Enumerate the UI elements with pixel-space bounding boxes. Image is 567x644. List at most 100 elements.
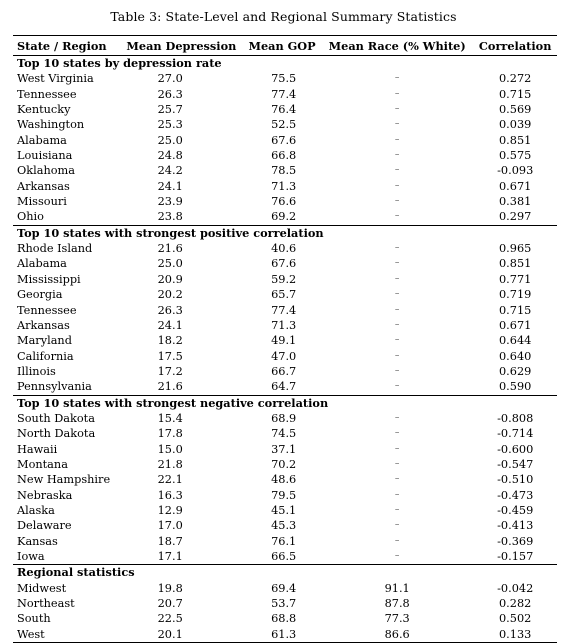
cell-mean-depression: 21.6 (157, 380, 183, 394)
cell-mean-depression: 21.8 (157, 457, 183, 471)
cell-state: Louisiana (17, 149, 73, 163)
cell-mean-race: – (394, 381, 400, 392)
cell-state: South (17, 612, 51, 626)
cell-state: Oklahoma (17, 164, 75, 178)
cell-mean-gop: 71.3 (271, 179, 297, 193)
table-row: Rhode Island 21.6 40.6 – 0.965 (13, 241, 557, 256)
cell-mean-depression: 17.5 (157, 349, 183, 363)
cell-mean-depression: 20.9 (157, 272, 183, 286)
section-header-row: Top 10 states by depression rate (13, 56, 557, 72)
cell-correlation: -0.510 (497, 473, 534, 487)
cell-state: Georgia (17, 288, 63, 302)
section-header-row: Top 10 states with strongest negative co… (13, 394, 557, 411)
cell-mean-gop: 65.7 (271, 288, 297, 302)
cell-mean-depression: 18.7 (157, 534, 183, 548)
cell-correlation: -0.600 (497, 442, 534, 456)
section-title: Top 10 states with strongest positive co… (13, 224, 557, 242)
cell-state: Midwest (17, 581, 67, 595)
cell-mean-gop: 47.0 (271, 349, 297, 363)
cell-mean-race: – (394, 350, 400, 361)
cell-mean-gop: 74.5 (271, 427, 297, 441)
cell-mean-depression: 27.0 (157, 72, 183, 86)
cell-correlation: 0.640 (499, 349, 532, 363)
cell-correlation: 0.719 (499, 288, 532, 302)
table-row: West Virginia 27.0 75.5 – 0.272 (13, 71, 557, 86)
cell-mean-gop: 76.4 (271, 103, 297, 117)
cell-mean-depression: 20.2 (157, 288, 183, 302)
cell-correlation: -0.042 (497, 581, 534, 595)
table-row: Arkansas 24.1 71.3 – 0.671 (13, 318, 557, 333)
cell-mean-gop: 45.3 (271, 519, 297, 533)
cell-mean-race: – (394, 104, 400, 115)
cell-correlation: 0.575 (499, 149, 532, 163)
cell-state: California (17, 349, 74, 363)
table-row: California 17.5 47.0 – 0.640 (13, 349, 557, 364)
cell-mean-race: – (394, 88, 400, 99)
table-row: Ohio 23.8 69.2 – 0.297 (13, 209, 557, 225)
cell-mean-gop: 68.8 (271, 612, 297, 626)
table-row: New Hampshire 22.1 48.6 – -0.510 (13, 472, 557, 487)
cell-correlation: 0.133 (473, 626, 557, 644)
cell-state: Kansas (17, 534, 58, 548)
cell-mean-depression: 23.8 (157, 210, 183, 224)
table-row: Montana 21.8 70.2 – -0.547 (13, 457, 557, 472)
header-mean-depression: Mean Depression (119, 35, 244, 56)
table-row: Hawaii 15.0 37.1 – -0.600 (13, 442, 557, 457)
table-row: Arkansas 24.1 71.3 – 0.671 (13, 179, 557, 194)
cell-mean-depression: 21.6 (157, 242, 183, 256)
cell-state: Alabama (17, 257, 67, 271)
cell-state: Mississippi (17, 272, 81, 286)
cell-correlation: 0.569 (499, 103, 532, 117)
cell-mean-depression: 22.5 (157, 612, 183, 626)
cell-mean-race: – (394, 458, 400, 469)
cell-mean-gop: 52.5 (271, 118, 297, 132)
cell-correlation: -0.547 (497, 457, 534, 471)
table-row: Tennessee 26.3 77.4 – 0.715 (13, 303, 557, 318)
cell-mean-depression: 17.0 (157, 519, 183, 533)
cell-mean-race: – (394, 504, 400, 515)
table-row: Maryland 18.2 49.1 – 0.644 (13, 333, 557, 348)
cell-state: North Dakota (17, 427, 96, 441)
header-row: State / Region Mean Depression Mean GOP … (13, 35, 557, 56)
cell-mean-depression: 25.3 (157, 118, 183, 132)
cell-mean-depression: 17.8 (157, 427, 183, 441)
cell-state: Montana (17, 457, 68, 471)
table-row: West 20.1 61.3 86.6 0.133 (13, 626, 557, 644)
cell-mean-race: – (394, 211, 400, 222)
cell-state: Northeast (17, 597, 75, 611)
cell-mean-gop: 76.6 (271, 195, 297, 209)
cell-state: Alaska (17, 503, 55, 517)
table-row: Illinois 17.2 66.7 – 0.629 (13, 364, 557, 379)
cell-mean-gop: 66.8 (271, 149, 297, 163)
section-header-row: Top 10 states with strongest positive co… (13, 224, 557, 242)
table-row: North Dakota 17.8 74.5 – -0.714 (13, 426, 557, 441)
cell-mean-gop: 76.1 (271, 534, 297, 548)
cell-mean-race: – (394, 428, 400, 439)
cell-mean-race: – (394, 289, 400, 300)
cell-mean-depression: 19.8 (157, 581, 183, 595)
table-row: Washington 25.3 52.5 – 0.039 (13, 117, 557, 132)
table-row: South 22.5 68.8 77.3 0.502 (13, 611, 557, 626)
cell-mean-race: – (394, 474, 400, 485)
cell-correlation: 0.851 (499, 257, 532, 271)
cell-mean-gop: 37.1 (271, 442, 297, 456)
cell-mean-depression: 23.9 (157, 195, 183, 209)
cell-state: Pennsylvania (17, 380, 92, 394)
cell-mean-race: 91.1 (384, 581, 410, 595)
table-row: Alabama 25.0 67.6 – 0.851 (13, 133, 557, 148)
table-row: South Dakota 15.4 68.9 – -0.808 (13, 411, 557, 426)
table-row: Louisiana 24.8 66.8 – 0.575 (13, 148, 557, 163)
cell-correlation: -0.808 (497, 411, 534, 425)
cell-state: Rhode Island (17, 242, 93, 256)
table-row: Oklahoma 24.2 78.5 – -0.093 (13, 163, 557, 178)
cell-mean-race: – (394, 180, 400, 191)
cell-mean-depression: 17.2 (157, 364, 183, 378)
table-row: Iowa 17.1 66.5 – -0.157 (13, 549, 557, 565)
cell-mean-gop: 71.3 (271, 318, 297, 332)
cell-correlation: -0.093 (497, 164, 534, 178)
cell-correlation: -0.413 (497, 519, 534, 533)
cell-state: West (13, 626, 120, 644)
cell-mean-depression: 20.7 (157, 597, 183, 611)
cell-mean-race: – (394, 134, 400, 145)
cell-correlation: 0.715 (499, 87, 532, 101)
